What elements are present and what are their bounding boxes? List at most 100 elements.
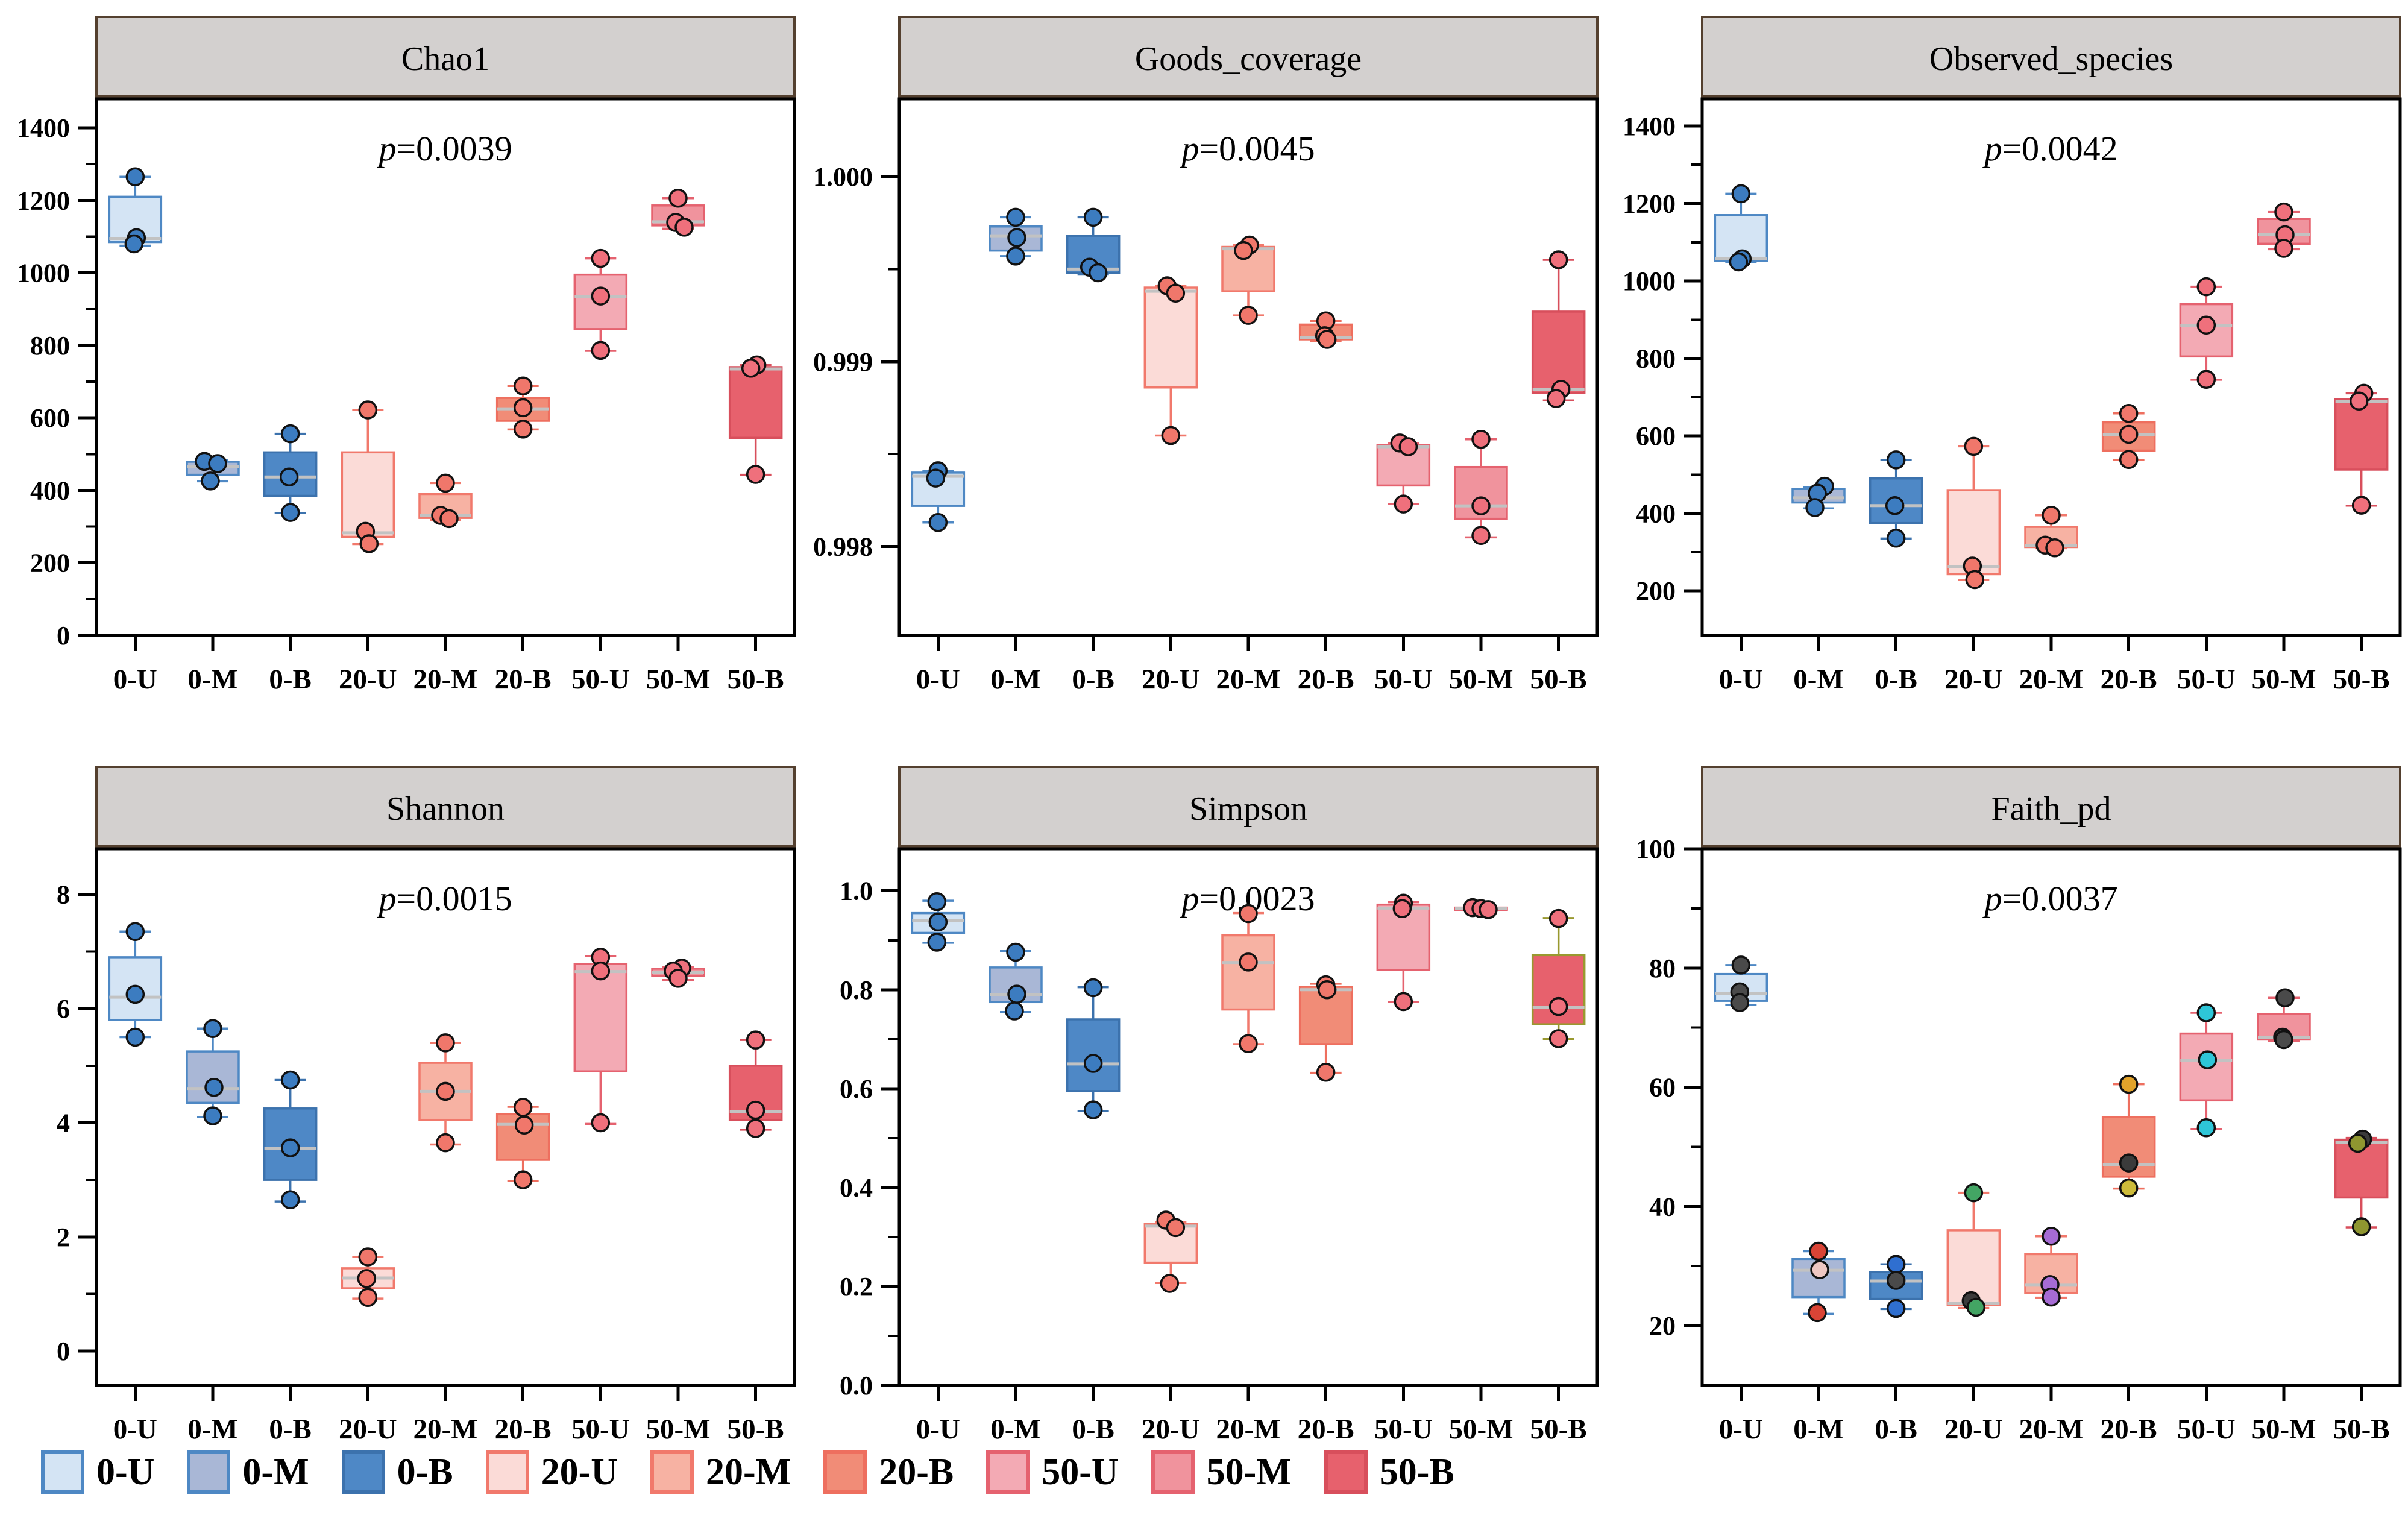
- y-tick-label: 800: [30, 331, 70, 360]
- data-point: [1398, 437, 1418, 456]
- data-point: [1730, 993, 1750, 1012]
- legend-label: 20-U: [541, 1452, 618, 1493]
- legend-label: 50-U: [1042, 1452, 1119, 1493]
- data-point: [1886, 1271, 1906, 1290]
- data-point: [2196, 277, 2216, 297]
- data-point: [1548, 996, 1568, 1016]
- data-point: [591, 286, 611, 306]
- p-symbol: p: [1179, 129, 1199, 168]
- x-tick-label: 50-U: [2177, 1414, 2236, 1445]
- data-point: [1317, 980, 1337, 1000]
- box-simpson-0-U: [911, 892, 966, 952]
- data-point: [2196, 315, 2216, 335]
- data-point: [125, 167, 145, 187]
- legend-item-50-M: 50-M: [1151, 1450, 1292, 1494]
- box-chao1-0-B: [263, 424, 318, 522]
- iqr-box: [1869, 477, 1923, 524]
- x-tick-label: 0-B: [1072, 1414, 1114, 1445]
- data-point: [927, 892, 947, 911]
- data-point: [1317, 330, 1337, 349]
- data-point: [746, 1100, 765, 1120]
- data-point: [746, 1119, 765, 1138]
- legend-swatch-50-M: [1151, 1450, 1195, 1494]
- x-tick-label: 20-B: [2101, 1414, 2157, 1445]
- data-point: [436, 1033, 455, 1053]
- y-tick-label: 0: [57, 1336, 70, 1366]
- x-tick-label: 0-M: [1793, 664, 1844, 695]
- data-point: [1729, 252, 1749, 272]
- x-tick-label: 0-B: [269, 664, 312, 695]
- data-point: [928, 513, 948, 532]
- legend: 0-U 0-M 0-B 20-U 20-M 20-B 50-U 50-M 50-B: [41, 1450, 1454, 1494]
- x-tick-label: 0-B: [1875, 1414, 1917, 1445]
- iqr-box: [728, 366, 783, 439]
- legend-swatch-20-M: [650, 1450, 694, 1494]
- box-observed_species-20-U: [1946, 436, 2001, 590]
- box-chao1-20-U: [341, 400, 395, 553]
- data-point: [1394, 992, 1413, 1012]
- legend-swatch-50-U: [986, 1450, 1030, 1494]
- box-chao1-0-M: [186, 452, 240, 491]
- box-chao1-0-U: [108, 167, 163, 254]
- data-point: [1809, 1241, 1828, 1261]
- p-number: =0.0045: [1199, 129, 1315, 168]
- data-point: [436, 473, 455, 493]
- x-tick-label: 20-B: [495, 664, 552, 695]
- panel-header: [1701, 16, 2401, 98]
- data-point: [1083, 1100, 1103, 1119]
- p-value-label: p=0.0015: [376, 879, 512, 918]
- data-point: [2119, 450, 2139, 470]
- panel-title: Simpson: [1189, 790, 1307, 828]
- data-point: [513, 420, 533, 439]
- y-tick-label: 0.2: [840, 1272, 873, 1302]
- p-value-label: p=0.0042: [1982, 129, 2117, 168]
- box-faith_pd-50-B: [2334, 1129, 2389, 1236]
- x-tick-label: 50-U: [571, 664, 630, 695]
- legend-swatch-20-U: [485, 1450, 529, 1494]
- data-point: [2042, 1287, 2061, 1307]
- y-tick-label: 2: [57, 1223, 70, 1252]
- iqr-box: [1869, 1271, 1923, 1300]
- y-tick-label: 1000: [1623, 266, 1676, 296]
- data-point: [2042, 506, 2061, 525]
- legend-item-50-U: 50-U: [986, 1450, 1119, 1494]
- box-shannon-20-M: [418, 1033, 473, 1153]
- x-tick-label: 50-M: [646, 664, 710, 695]
- x-tick-label: 0-U: [113, 664, 157, 695]
- box-chao1-50-B: [728, 355, 783, 484]
- y-tick-label: 0.0: [840, 1371, 873, 1400]
- iqr-box: [1143, 286, 1198, 389]
- y-tick-label: 1200: [1623, 189, 1676, 219]
- y-tick-label: 1400: [1623, 112, 1676, 141]
- panel-title: Faith_pd: [1991, 790, 2111, 828]
- x-tick-label: 0-M: [1793, 1414, 1844, 1445]
- data-point: [204, 1078, 224, 1097]
- data-point: [1392, 899, 1412, 919]
- plot-frame: [95, 97, 796, 637]
- x-tick-label: 0-M: [990, 1414, 1041, 1445]
- data-point: [746, 1030, 765, 1050]
- x-tick-label: 20-U: [1142, 1414, 1200, 1445]
- legend-item-20-M: 20-M: [650, 1450, 791, 1494]
- data-point: [1546, 389, 1566, 408]
- x-tick-label: 20-U: [339, 1414, 397, 1445]
- box-faith_pd-50-M: [2257, 988, 2311, 1050]
- box-observed_species-20-M: [2024, 506, 2078, 558]
- data-point: [2275, 988, 2295, 1007]
- data-point: [926, 468, 946, 488]
- p-number: =0.0015: [396, 879, 512, 918]
- x-tick-label: 20-B: [1298, 1414, 1354, 1445]
- x-tick-label: 50-U: [2177, 664, 2236, 695]
- data-point: [2119, 1178, 2139, 1198]
- data-point: [279, 467, 299, 486]
- box-observed_species-20-B: [2101, 404, 2156, 470]
- data-point: [1548, 908, 1568, 928]
- y-tick-label: 40: [1649, 1192, 1676, 1221]
- data-point: [1966, 1297, 1986, 1317]
- legend-swatch-50-B: [1324, 1450, 1368, 1494]
- y-tick-label: 0.8: [840, 975, 873, 1005]
- y-tick-label: 1.000: [813, 162, 873, 192]
- box-faith_pd-20-M: [2024, 1227, 2078, 1307]
- y-tick-label: 200: [30, 549, 70, 578]
- y-tick-label: 1.0: [840, 877, 873, 906]
